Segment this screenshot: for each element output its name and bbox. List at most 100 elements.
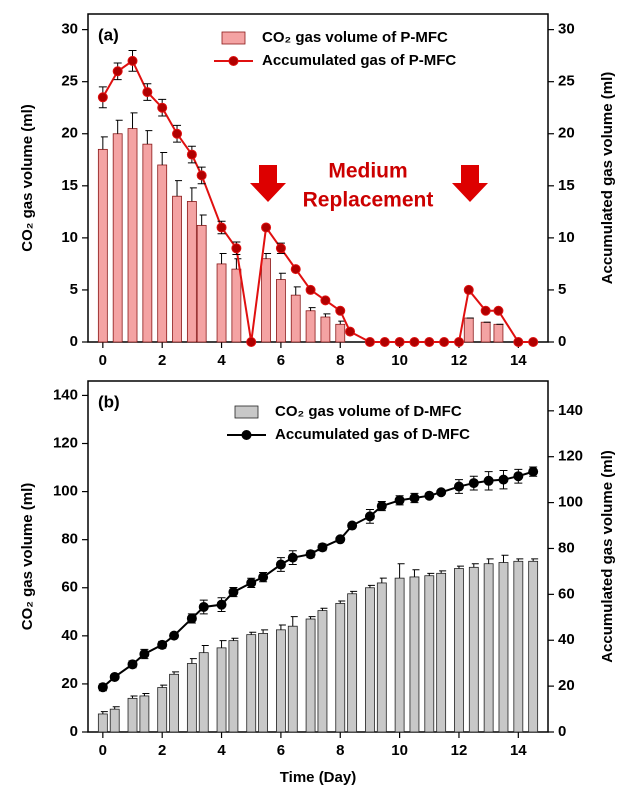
marker (463, 284, 474, 295)
error-bar (100, 711, 108, 714)
error-bar (308, 307, 316, 311)
bar (246, 634, 257, 733)
error-bar (145, 130, 153, 145)
y-tick-label: 40 (61, 627, 78, 644)
bar (112, 133, 123, 343)
marker (317, 542, 328, 553)
marker (345, 326, 356, 337)
marker (347, 520, 358, 531)
marker (436, 487, 447, 498)
error-bar (219, 640, 227, 648)
bar (258, 633, 268, 733)
x-axis-label: Time (Day) (280, 769, 356, 786)
bar (172, 195, 182, 343)
x-tick-label: 6 (277, 742, 285, 759)
error-bar (486, 558, 494, 564)
marker (424, 337, 435, 347)
marker (335, 305, 346, 316)
y-tick-label: 15 (61, 177, 78, 194)
marker (480, 305, 491, 316)
bar (365, 587, 375, 733)
error-bar (471, 563, 479, 568)
bar (157, 164, 168, 343)
error-bar (439, 570, 447, 574)
y2-tick-label: 30 (558, 21, 575, 38)
marker (169, 630, 180, 641)
y2-tick-label: 0 (558, 723, 566, 740)
marker (364, 511, 375, 522)
error-bar (338, 320, 346, 325)
error-bar (350, 590, 358, 594)
bar (320, 316, 331, 343)
y-tick-label: 30 (61, 21, 78, 38)
arrow (250, 165, 286, 202)
bar (169, 673, 179, 733)
marker (528, 337, 539, 347)
error-bar (201, 644, 209, 653)
bar (513, 560, 524, 733)
y2-tick-label: 80 (558, 539, 575, 556)
error-bar (172, 671, 180, 675)
error-bar (112, 706, 120, 710)
marker (127, 659, 138, 670)
marker (379, 337, 390, 347)
arrow (452, 165, 488, 202)
legend-label: Accumulated gas of D-MFC (275, 426, 470, 443)
x-tick-label: 14 (510, 352, 527, 369)
x-tick-label: 2 (158, 742, 166, 759)
error-bar (189, 658, 197, 664)
y2-tick-label: 10 (558, 229, 575, 246)
error-bar (338, 600, 346, 604)
y-tick-label: 0 (70, 333, 78, 350)
error-bar (261, 629, 269, 634)
error-bar (160, 684, 168, 688)
bar (216, 647, 227, 733)
error-bar (264, 252, 272, 259)
bar (216, 263, 227, 343)
x-tick-label: 8 (336, 742, 344, 759)
error-bar (199, 214, 207, 226)
bar (261, 258, 271, 343)
marker (275, 243, 286, 254)
error-bar (531, 558, 539, 562)
y-tick-label: 80 (61, 531, 78, 548)
marker (320, 295, 331, 306)
y2-axis-label: Accumulated gas volume (ml) (599, 72, 616, 285)
x-tick-label: 6 (277, 352, 285, 369)
error-bar (130, 112, 138, 129)
y2-tick-label: 20 (558, 677, 575, 694)
marker (409, 337, 420, 347)
bar (290, 294, 301, 343)
legend-label: CO₂ gas volume of D-MFC (275, 403, 462, 420)
bar (436, 572, 447, 733)
x-tick-label: 4 (217, 742, 226, 759)
error-bar (427, 572, 435, 576)
marker (287, 552, 298, 563)
y-tick-label: 5 (70, 281, 78, 298)
marker (186, 149, 197, 160)
error-bar (189, 187, 197, 202)
bar (409, 576, 420, 733)
marker (513, 337, 524, 347)
marker (305, 284, 316, 295)
bar (276, 629, 286, 733)
bar (142, 143, 153, 343)
bar (186, 663, 197, 733)
marker (216, 222, 227, 233)
y2-tick-label: 40 (558, 631, 575, 648)
marker (127, 55, 138, 66)
marker (142, 87, 153, 98)
marker (424, 490, 435, 501)
marker (335, 534, 346, 545)
y2-tick-label: 5 (558, 281, 566, 298)
x-tick-label: 10 (391, 352, 408, 369)
bar (97, 713, 108, 733)
y2-tick-label: 60 (558, 585, 575, 602)
y2-tick-label: 140 (558, 402, 583, 419)
y2-tick-label: 25 (558, 73, 575, 90)
bar (347, 593, 358, 733)
error-bar (293, 286, 301, 296)
bar (287, 625, 298, 733)
y2-tick-label: 15 (558, 177, 575, 194)
marker (157, 102, 168, 113)
